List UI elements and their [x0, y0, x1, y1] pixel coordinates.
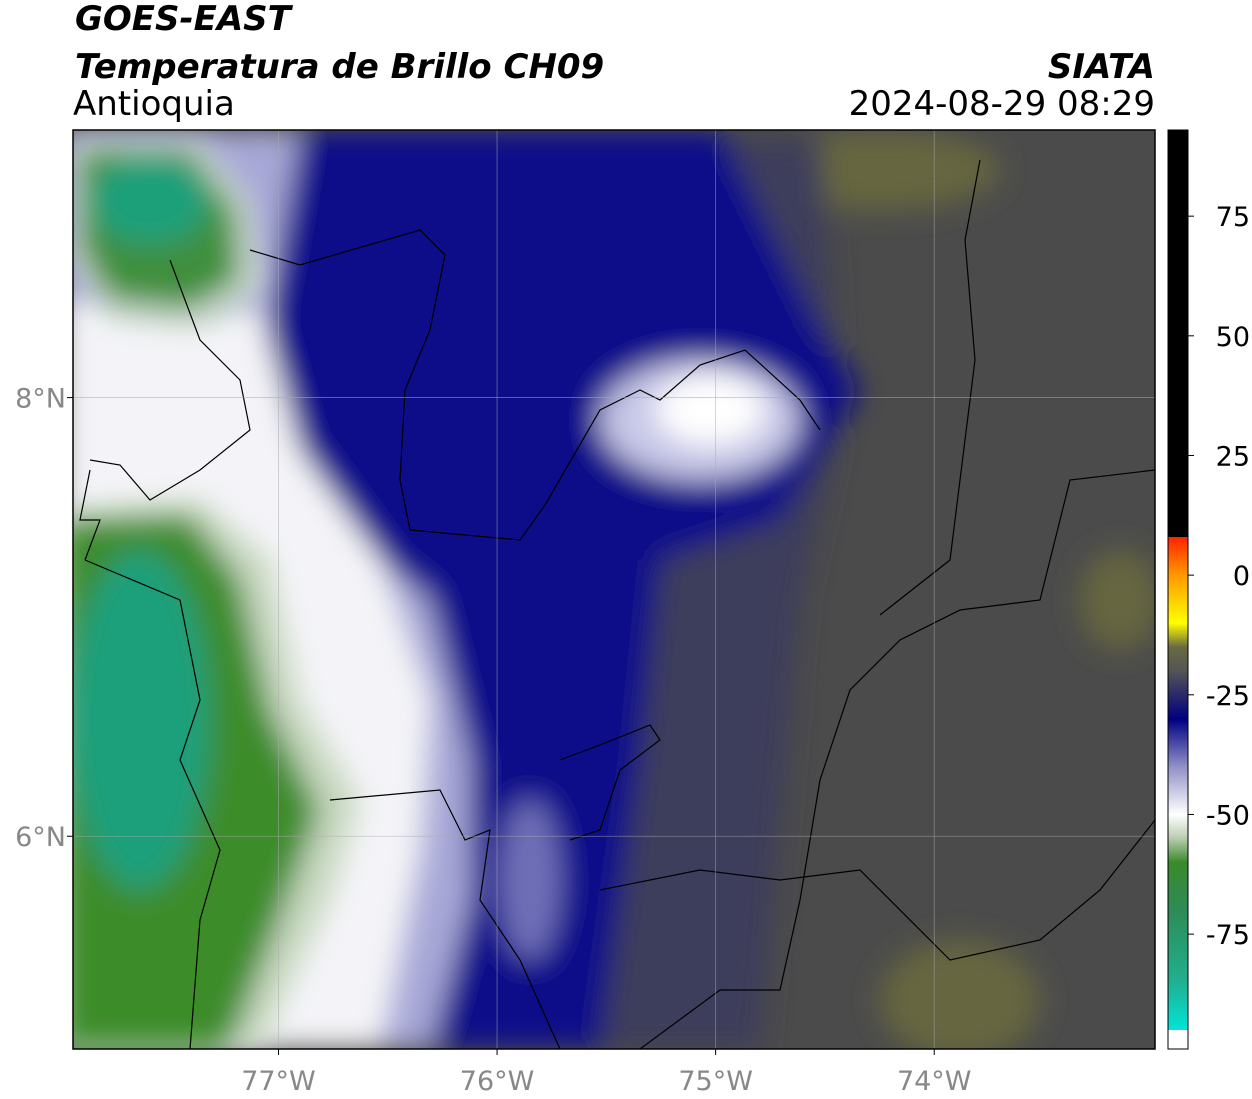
- colorbar-tick-label: 50: [1216, 322, 1250, 353]
- title: GOES-EAST: [75, 0, 294, 39]
- x-tick-label: 74°W: [897, 1066, 972, 1097]
- datetime: 2024-08-29 08:29: [849, 84, 1155, 124]
- map-frame: [72, 129, 1156, 1050]
- subtitle: Temperatura de Brillo CH09: [75, 47, 604, 87]
- source: SIATA: [1048, 47, 1155, 87]
- colorbar: [1167, 129, 1189, 1050]
- y-tick-label: 8°N: [15, 384, 66, 415]
- colorbar-tick-label: -25: [1206, 681, 1250, 712]
- colorbar-tick-label: -50: [1206, 800, 1250, 831]
- colorbar-tick-label: 75: [1216, 202, 1250, 233]
- x-tick-label: 76°W: [460, 1066, 535, 1097]
- colorbar-tick-label: 0: [1233, 561, 1250, 592]
- colorbar-tick-label: 25: [1216, 441, 1250, 472]
- map-image: [73, 130, 1155, 1049]
- x-tick-label: 77°W: [241, 1066, 316, 1097]
- y-tick-label: 6°N: [15, 822, 66, 853]
- colorbar-tick-label: -75: [1206, 920, 1250, 951]
- region: Antioquia: [73, 84, 235, 124]
- x-tick-label: 75°W: [678, 1066, 753, 1097]
